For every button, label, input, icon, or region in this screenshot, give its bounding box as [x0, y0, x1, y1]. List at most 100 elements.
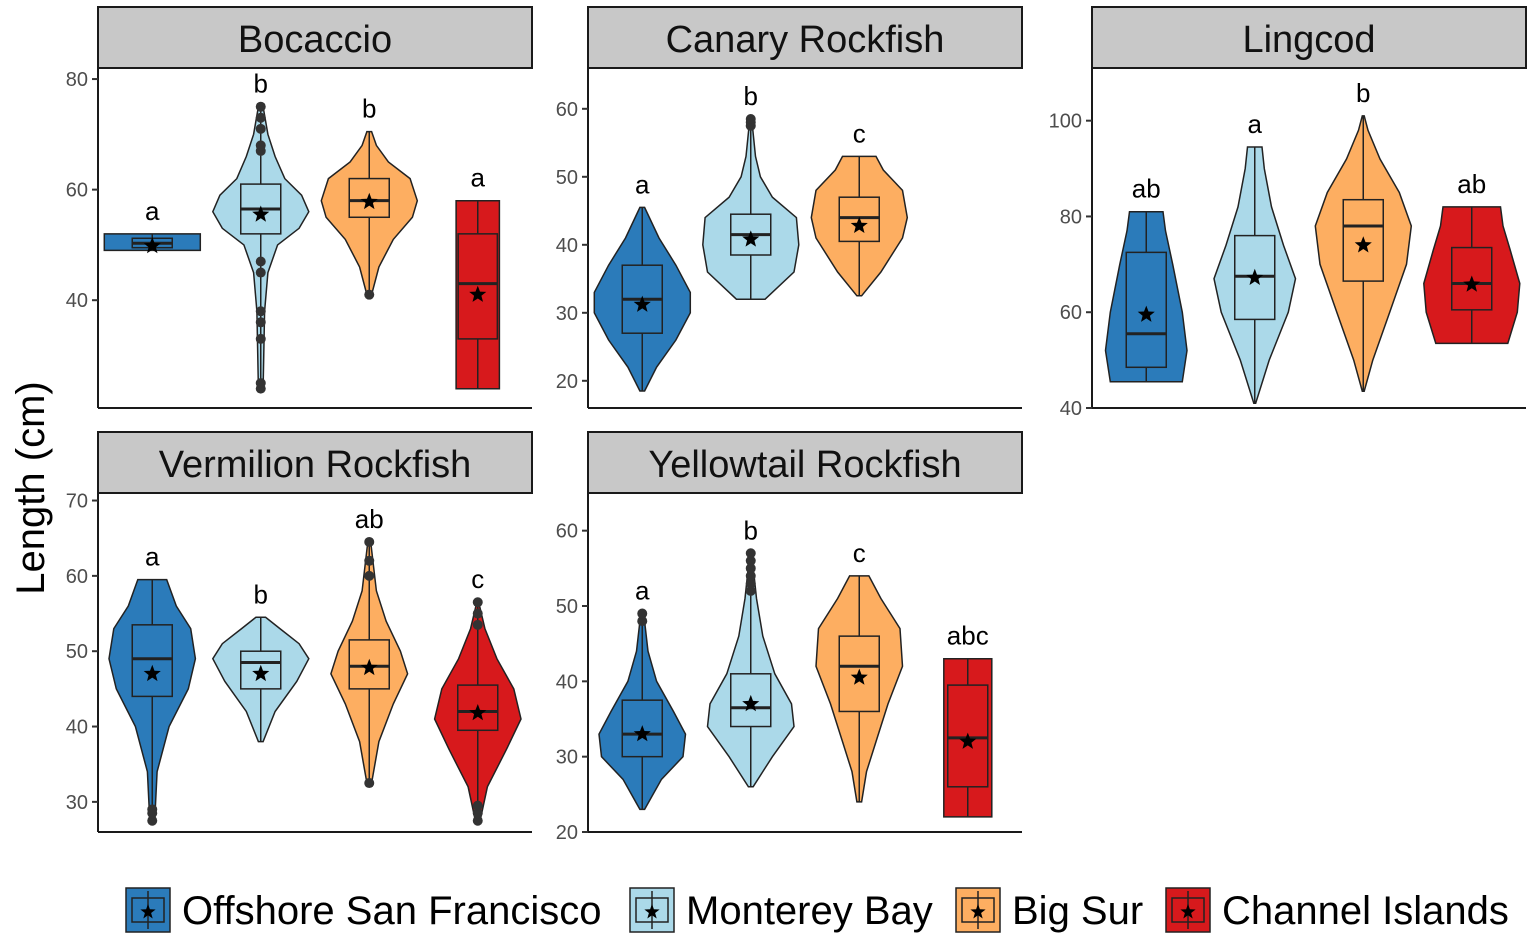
significance-letter: c — [471, 564, 484, 594]
legend-label: Big Sur — [1012, 889, 1143, 933]
legend-key-star — [1180, 904, 1196, 919]
legend-item-offshore-san-francisco: Offshore San Francisco — [125, 887, 601, 933]
outlier-point — [637, 616, 648, 627]
outlier-point — [255, 317, 266, 328]
outlier-point — [255, 267, 266, 278]
violin-offshore-san-francisco: a — [103, 196, 202, 254]
outlier-point — [472, 808, 483, 819]
significance-letter: c — [853, 538, 866, 568]
legend-key-star — [970, 904, 986, 919]
legend-item-channel-islands: Channel Islands — [1165, 887, 1509, 933]
mean-star — [1463, 275, 1481, 292]
panel-title: Lingcod — [1242, 19, 1375, 61]
violin-big-sur: b — [320, 94, 419, 300]
outlier-point — [745, 563, 756, 574]
panel-strip — [97, 431, 533, 494]
legend: Offshore San Francisco Monterey Bay Big Su… — [125, 887, 1509, 933]
outlier-point — [472, 815, 483, 826]
outlier-point — [364, 778, 375, 789]
mean-star — [633, 725, 651, 742]
outlier-point — [745, 585, 756, 596]
outlier-point — [255, 333, 266, 344]
outlier-point — [745, 548, 756, 559]
violin-big-sur: c — [815, 538, 904, 803]
outlier-point — [255, 378, 266, 389]
y-tick-label: 60 — [66, 180, 88, 202]
y-tick-label: 40 — [1060, 398, 1082, 420]
outlier-point — [255, 140, 266, 151]
outlier-point — [147, 804, 158, 815]
significance-letter: b — [254, 579, 268, 609]
panel-strip — [587, 6, 1023, 69]
outlier-point — [472, 608, 483, 619]
outlier-point — [472, 597, 483, 608]
y-tick-label: 60 — [556, 521, 578, 543]
y-tick-label: 50 — [556, 167, 578, 189]
legend-label: Offshore San Francisco — [182, 889, 601, 933]
y-tick-label: 60 — [1060, 302, 1082, 324]
mean-star — [850, 668, 868, 685]
significance-letter: b — [744, 515, 758, 545]
panel-bocaccio: Bocaccio 40 60 80 a b b a — [66, 6, 533, 409]
mean-star — [850, 216, 868, 233]
y-tick-label: 30 — [556, 303, 578, 325]
outlier-point — [472, 800, 483, 811]
outlier-point — [472, 619, 483, 630]
outlier-point — [255, 112, 266, 123]
violin-offshore-san-francisco: a — [108, 542, 197, 826]
panel-title: Yellowtail Rockfish — [648, 444, 961, 486]
legend-label: Monterey Bay — [686, 889, 933, 933]
panel-canary-rockfish: Canary Rockfish 20 30 40 50 60 a b c — [556, 6, 1023, 409]
outlier-point — [745, 114, 756, 124]
significance-letter: abc — [947, 621, 989, 651]
legend-key-star — [140, 904, 156, 919]
violin-monterey-bay: b — [211, 579, 310, 743]
legend-key-box — [131, 897, 165, 923]
mean-star — [742, 694, 760, 712]
outlier-point — [364, 570, 375, 581]
outlier-point — [255, 306, 266, 317]
mean-star — [469, 285, 487, 302]
outlier-point — [745, 570, 756, 581]
mean-star — [633, 295, 651, 312]
y-tick-label: 40 — [556, 671, 578, 693]
panel-title: Vermilion Rockfish — [159, 444, 472, 486]
significance-letter: a — [145, 196, 160, 226]
y-tick-label: 30 — [556, 747, 578, 769]
y-tick-label: 30 — [66, 792, 88, 814]
box — [131, 624, 173, 698]
legend-label: Channel Islands — [1222, 889, 1509, 933]
violin-offshore-san-francisco: a — [593, 169, 692, 392]
mean-star — [959, 732, 977, 749]
mean-star — [1137, 305, 1155, 322]
significance-letter: a — [1248, 109, 1263, 139]
mean-star — [1354, 236, 1372, 253]
y-tick-label: 50 — [66, 641, 88, 663]
y-tick-label: 40 — [66, 717, 88, 739]
violin-monterey-bay: b — [706, 515, 795, 788]
outlier-point — [147, 815, 158, 826]
mean-star — [742, 230, 760, 247]
outlier-point — [255, 101, 266, 112]
mean-star — [360, 658, 378, 676]
outlier-point — [364, 536, 375, 547]
mean-star — [143, 664, 161, 682]
y-axis-label: Length (cm) — [9, 381, 53, 594]
mean-star — [252, 205, 270, 222]
significance-letter: ab — [355, 504, 384, 534]
significance-letter: b — [362, 94, 376, 124]
outlier-point — [255, 256, 266, 267]
y-tick-label: 20 — [556, 371, 578, 393]
y-tick-label: 20 — [556, 822, 578, 844]
y-tick-label: 50 — [556, 596, 578, 618]
legend-item-monterey-bay: Monterey Bay — [629, 887, 933, 933]
panel-strip — [587, 431, 1023, 494]
violin-monterey-bay: b — [211, 69, 310, 394]
y-tick-label: 70 — [66, 491, 88, 513]
violin-channel-islands: abc — [943, 621, 993, 818]
legend-item-big-sur: Big Sur — [955, 887, 1143, 933]
